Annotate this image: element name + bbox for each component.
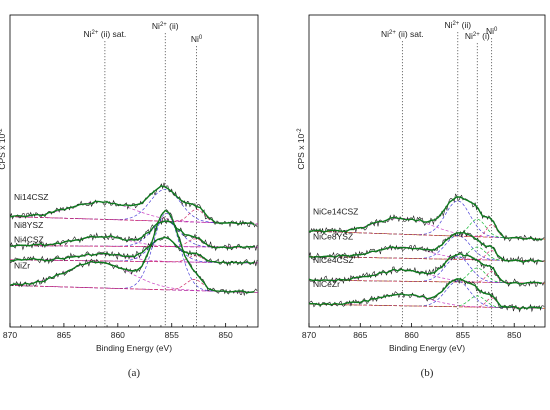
annotation-label: Ni2+ (ii) sat. — [381, 29, 424, 39]
panel-b: 870 865 860 855 850 Binding Energy (eV) CPS x … — [296, 14, 546, 379]
sample-label: NiZr — [14, 261, 30, 271]
background-line — [309, 230, 545, 240]
component-peak — [10, 212, 256, 293]
x-axis-title: Binding Energy (eV) — [389, 343, 465, 353]
series-Ni8YSZ — [10, 216, 258, 252]
fit-envelope-line — [309, 196, 542, 241]
fit-envelope-line — [10, 236, 255, 265]
y-axis-exponent: -2 — [0, 128, 4, 134]
series-NiCeZr — [309, 277, 545, 313]
component-peak — [10, 209, 256, 225]
sample-label: NiCe14CSZ — [313, 207, 358, 217]
sample-label: Ni8YSZ — [14, 220, 43, 230]
series-NiZr — [10, 209, 258, 297]
fit-envelope-line — [10, 185, 255, 226]
raw-data-line — [10, 182, 258, 228]
series-NiCe8YSZ — [309, 229, 545, 266]
series-Ni4CSZ — [10, 235, 258, 267]
x-tick-label: 865 — [353, 330, 367, 340]
fit-envelope-line — [309, 278, 542, 311]
annotation-label: Ni2+ (ii) — [152, 21, 179, 31]
series-NiCe14CSZ — [309, 193, 545, 242]
x-tick-label: 870 — [3, 330, 17, 340]
fit-envelope-line — [309, 252, 542, 285]
sample-label: Ni14CSZ — [14, 192, 48, 202]
sample-label: Ni4CSZ — [14, 235, 44, 245]
fit-envelope-line — [10, 220, 255, 249]
annotation-label: Ni0 — [191, 34, 203, 44]
annotation-label: Ni2+ (ii) — [444, 20, 471, 30]
x-tick-label: 855 — [165, 330, 179, 340]
panel-label: (a) — [128, 367, 141, 379]
background-line — [309, 255, 545, 262]
x-tick-label: 850 — [219, 330, 233, 340]
component-peak — [10, 220, 256, 248]
x-tick-label: 850 — [507, 330, 521, 340]
annotation-label: Ni0 — [486, 26, 498, 36]
background-line — [309, 303, 545, 309]
series-NiCe4CSZ — [309, 251, 545, 287]
fit-envelope-line — [309, 232, 542, 263]
component-peak — [10, 261, 256, 293]
annotation-label: Ni2+ (ii) sat. — [84, 29, 127, 39]
plot-frame — [9, 14, 259, 328]
x-tick-label: 855 — [456, 330, 470, 340]
x-tick-label: 865 — [57, 330, 71, 340]
fit-envelope-line — [10, 209, 255, 294]
curves — [10, 182, 258, 297]
sample-label: NiCe8YSZ — [313, 231, 353, 241]
component-peak — [309, 256, 543, 284]
component-peak — [10, 238, 256, 248]
sample-label: NiCeZr — [313, 279, 340, 289]
series-Ni14CSZ — [10, 182, 258, 228]
y-axis-title: CPS x 10-2 — [296, 128, 306, 170]
sample-label: NiCe4CSZ — [313, 255, 354, 265]
x-tick-label: 870 — [302, 330, 316, 340]
panel-a: 870 865 860 855 850 Binding Energy (eV) CPS x … — [0, 14, 259, 379]
panel-label: (b) — [421, 367, 434, 379]
y-axis-exponent: -2 — [297, 128, 303, 134]
y-axis-title: CPS x 10-2 — [0, 128, 7, 170]
x-tick-label: 860 — [405, 330, 419, 340]
component-peak — [309, 280, 543, 309]
plot-frame — [308, 14, 546, 328]
x-axis-title: Binding Energy (eV) — [96, 343, 172, 353]
component-peak — [309, 270, 543, 284]
annotation-label: Ni2+ (i) — [465, 31, 490, 41]
x-tick-label: 860 — [111, 330, 125, 340]
curves — [309, 193, 545, 313]
